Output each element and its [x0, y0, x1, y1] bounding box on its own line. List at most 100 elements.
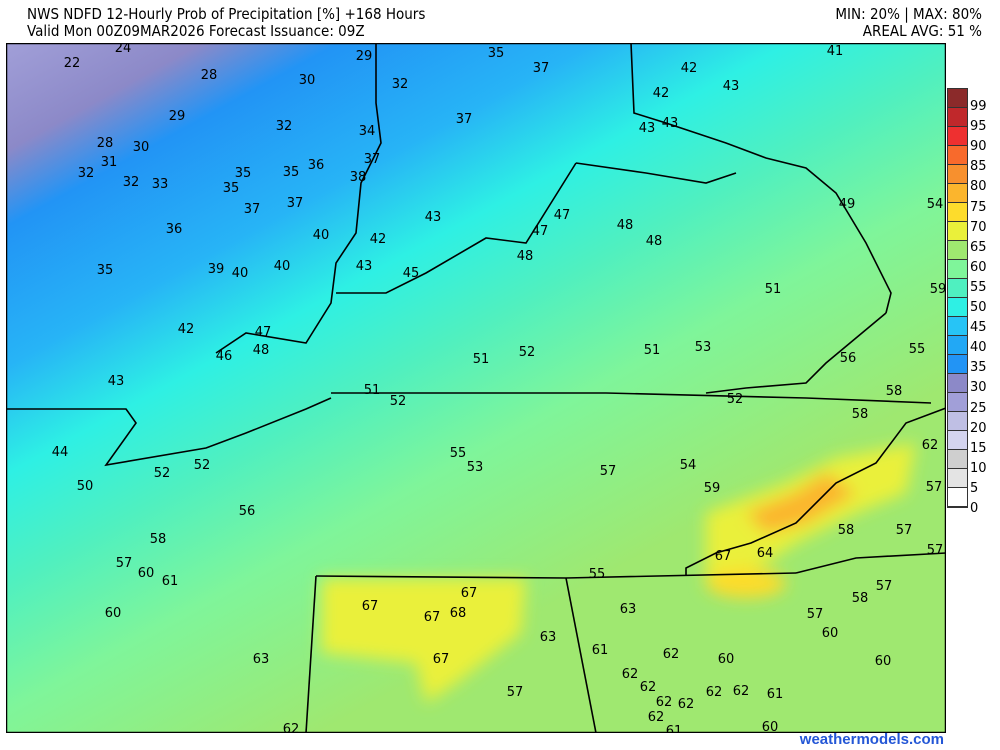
pop-value-label: 54 [927, 197, 944, 212]
pop-value-label: 63 [620, 602, 637, 617]
pop-value-label: 57 [926, 480, 943, 495]
pop-value-label: 30 [299, 73, 316, 88]
legend-swatch [948, 146, 967, 165]
pop-value-label: 62 [733, 684, 750, 699]
color-legend [947, 88, 968, 508]
pop-value-label: 29 [356, 49, 373, 64]
pop-value-label: 52 [727, 392, 744, 407]
pop-value-label: 37 [364, 152, 381, 167]
pop-value-label: 43 [723, 79, 740, 94]
legend-swatch [948, 241, 967, 260]
pop-value-label: 48 [517, 249, 534, 264]
pop-value-label: 46 [216, 349, 233, 364]
pop-value-label: 42 [681, 61, 698, 76]
pop-value-label: 45 [403, 266, 420, 281]
legend-swatch [948, 317, 967, 336]
legend-swatch [948, 488, 967, 507]
pop-value-label: 57 [116, 556, 133, 571]
legend-label: 95 [970, 119, 987, 135]
pop-value-label: 57 [896, 523, 913, 538]
pop-value-label: 32 [123, 175, 140, 190]
pop-value-label: 55 [450, 446, 467, 461]
pop-value-label: 56 [239, 504, 256, 519]
legend-label: 60 [970, 259, 987, 275]
pop-value-label: 53 [467, 460, 484, 475]
credit-link[interactable]: weathermodels.com [799, 731, 944, 748]
pop-value-label: 35 [488, 46, 505, 61]
pop-value-label: 67 [715, 549, 732, 564]
pop-value-label: 51 [364, 383, 381, 398]
pop-value-label: 49 [839, 197, 856, 212]
pop-value-label: 61 [666, 724, 683, 733]
areal-average: AREAL AVG: 51 % [862, 22, 982, 40]
pop-value-label: 67 [362, 599, 379, 614]
pop-value-label: 37 [456, 112, 473, 127]
legend-swatch [948, 336, 967, 355]
pop-value-label: 67 [424, 610, 441, 625]
pop-value-label: 44 [52, 445, 69, 460]
legend-label: 70 [970, 219, 987, 235]
legend-label: 10 [970, 460, 987, 476]
pop-value-label: 35 [283, 165, 300, 180]
legend-label: 90 [970, 139, 987, 155]
pop-value-label: 57 [876, 579, 893, 594]
legend-label: 15 [970, 440, 987, 456]
pop-value-label: 29 [169, 109, 186, 124]
pop-value-label: 42 [178, 322, 195, 337]
pop-value-label: 67 [433, 652, 450, 667]
precipitation-map: 24 22 28 30 29 35 37 32 42 43 41 42 29 32 34 37 43 43 28 30… [6, 43, 946, 733]
pop-value-label: 43 [356, 259, 373, 274]
legend-label: 80 [970, 179, 987, 195]
pop-value-label: 43 [425, 210, 442, 225]
pop-value-label: 31 [101, 155, 118, 170]
pop-value-label: 52 [194, 458, 211, 473]
pop-value-label: 53 [695, 340, 712, 355]
pop-value-label: 43 [108, 374, 125, 389]
pop-value-label: 62 [640, 680, 657, 695]
legend-label: 20 [970, 420, 987, 436]
legend-label: 0 [970, 501, 979, 516]
pop-value-label: 35 [223, 181, 240, 196]
pop-value-label: 51 [765, 282, 782, 297]
pop-value-label: 40 [313, 228, 330, 243]
pop-value-label: 40 [274, 259, 291, 274]
legend-swatch [948, 393, 967, 412]
pop-value-label: 35 [235, 166, 252, 181]
pop-value-label: 58 [852, 407, 869, 422]
pop-value-label: 55 [909, 342, 926, 357]
pop-value-label: 37 [287, 196, 304, 211]
pop-value-label: 68 [450, 606, 467, 621]
legend-swatch [948, 431, 967, 450]
pop-value-label: 60 [762, 720, 779, 733]
pop-value-label: 60 [138, 566, 155, 581]
pop-value-label: 52 [519, 345, 536, 360]
pop-value-label: 40 [232, 266, 249, 281]
pop-value-label: 61 [767, 687, 784, 702]
pop-value-label: 58 [838, 523, 855, 538]
pop-value-label: 56 [840, 351, 857, 366]
pop-value-label: 43 [662, 116, 679, 131]
pop-value-label: 60 [875, 654, 892, 669]
legend-swatch [948, 222, 967, 241]
pop-value-label: 62 [678, 697, 695, 712]
legend-swatch [948, 450, 967, 469]
pop-value-label: 43 [639, 121, 656, 136]
pop-value-label: 36 [166, 222, 183, 237]
pop-value-label: 48 [253, 343, 270, 358]
pop-value-label: 63 [540, 630, 557, 645]
state-boundaries [6, 43, 946, 733]
legend-swatch [948, 108, 967, 127]
pop-value-label: 61 [592, 643, 609, 658]
pop-value-label: 64 [757, 546, 774, 561]
pop-value-label: 47 [554, 208, 571, 223]
legend-swatch [948, 260, 967, 279]
pop-value-label: 62 [663, 647, 680, 662]
pop-value-label: 30 [133, 140, 150, 155]
pop-value-label: 57 [600, 464, 617, 479]
pop-value-label: 62 [706, 685, 723, 700]
pop-value-label: 51 [473, 352, 490, 367]
pop-value-label: 54 [680, 458, 697, 473]
pop-value-label: 48 [617, 218, 634, 233]
legend-label: 75 [970, 199, 987, 215]
pop-value-label: 62 [622, 667, 639, 682]
